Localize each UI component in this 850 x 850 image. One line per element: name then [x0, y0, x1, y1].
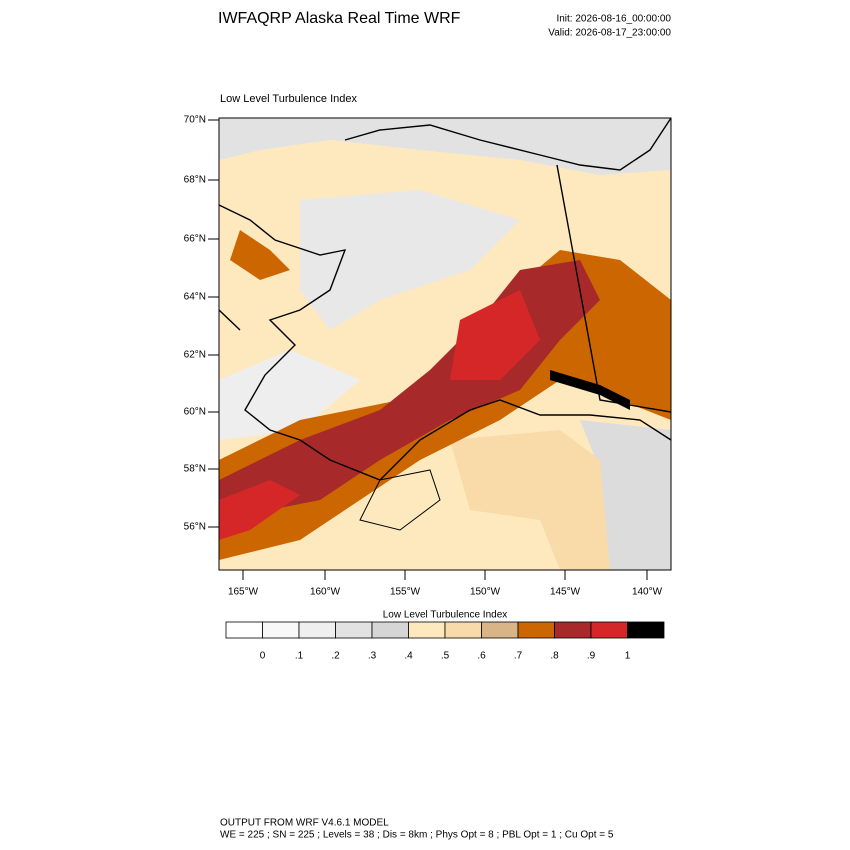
lon-label: 160°W — [310, 587, 341, 598]
colorbar-label: .3 — [368, 651, 377, 662]
colorbar-box — [298, 621, 336, 639]
colorbar-label: 1 — [625, 651, 631, 662]
map-field — [219, 118, 671, 570]
lat-label: 58°N — [184, 464, 206, 475]
lat-label: 64°N — [184, 292, 206, 303]
colorbar-box — [627, 621, 665, 639]
colorbar-label: 0 — [260, 651, 266, 662]
lon-label: 145°W — [550, 587, 581, 598]
colorbar-box — [517, 621, 555, 639]
colorbar-box — [225, 621, 263, 639]
lon-label: 165°W — [228, 587, 259, 598]
lat-label: 68°N — [184, 175, 206, 186]
title: IWFAQRP Alaska Real Time WRF — [218, 10, 461, 27]
colorbar-box — [371, 621, 409, 639]
lon-label: 140°W — [632, 587, 663, 598]
colorbar-label: .4 — [404, 651, 413, 662]
colorbar-title: Low Level Turbulence Index — [383, 610, 508, 621]
init-time: Init: 2026-08-16_00:00:00 — [556, 14, 671, 25]
lon-label: 150°W — [470, 587, 501, 598]
map-title: Low Level Turbulence Index — [220, 93, 357, 105]
lat-label: 70°N — [184, 115, 206, 126]
lat-label: 62°N — [184, 350, 206, 361]
colorbar-box — [554, 621, 592, 639]
colorbar-box — [590, 621, 628, 639]
lat-label: 56°N — [184, 522, 206, 533]
lat-label: 60°N — [184, 407, 206, 418]
lat-label: 66°N — [184, 234, 206, 245]
colorbar-label: .1 — [295, 651, 304, 662]
colorbar-box — [408, 621, 446, 639]
lon-label: 155°W — [390, 587, 421, 598]
colorbar-box — [335, 621, 373, 639]
colorbar-label: .5 — [441, 651, 450, 662]
valid-time: Valid: 2026-08-17_23:00:00 — [548, 28, 671, 39]
map-frame — [218, 117, 672, 571]
colorbar-label: .6 — [477, 651, 486, 662]
colorbar-label: .9 — [587, 651, 596, 662]
colorbar-box — [262, 621, 300, 639]
colorbar-box — [481, 621, 519, 639]
colorbar-label: .2 — [331, 651, 340, 662]
colorbar-label: .8 — [550, 651, 559, 662]
colorbar-label: .7 — [514, 651, 523, 662]
colorbar-box — [444, 621, 482, 639]
footer-line: OUTPUT FROM WRF V4.6.1 MODEL — [220, 818, 389, 829]
footer-line: WE = 225 ; SN = 225 ; Levels = 38 ; Dis … — [220, 830, 614, 841]
